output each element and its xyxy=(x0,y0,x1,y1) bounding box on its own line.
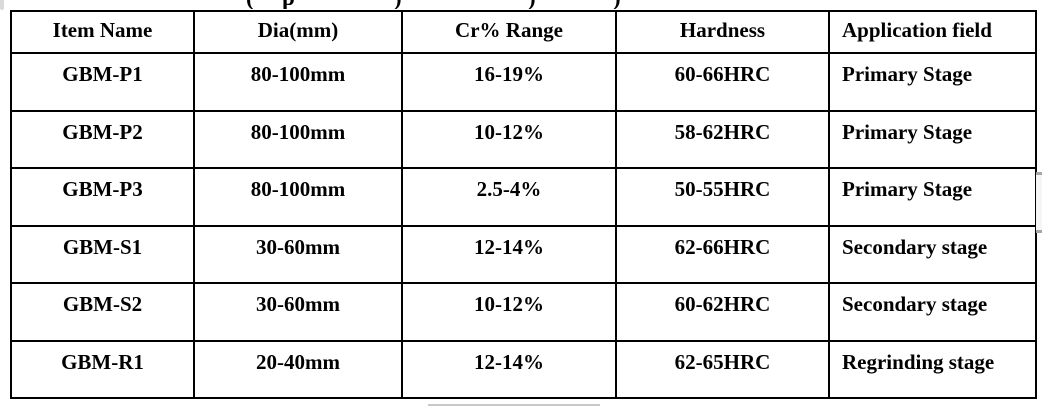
cell-cr-range: 2.5-4% xyxy=(401,167,617,227)
cell-cr-range: 12-14% xyxy=(401,339,617,399)
cell-cr-range: 16-19% xyxy=(401,52,617,112)
cell-hardness: 58-62HRC xyxy=(615,109,830,169)
column-header-item-name: Item Name xyxy=(10,10,195,54)
cell-item-name: GBM-S2 xyxy=(10,282,195,342)
cell-item-name: GBM-P2 xyxy=(10,109,195,169)
cell-dia: 20-40mm xyxy=(193,339,403,399)
cell-hardness: 62-66HRC xyxy=(615,224,830,284)
cell-item-name: GBM-P1 xyxy=(10,52,195,112)
table-row: GBM-P2 80-100mm 10-12% 58-62HRC Primary … xyxy=(10,109,1037,169)
table-row: GBM-S1 30-60mm 12-14% 62-66HRC Secondary… xyxy=(10,224,1037,284)
table-row: GBM-P1 80-100mm 16-19% 60-66HRC Primary … xyxy=(10,52,1037,112)
column-header-dia: Dia(mm) xyxy=(193,10,403,54)
cell-application: Regrinding stage xyxy=(828,339,1037,399)
cell-cr-range: 10-12% xyxy=(401,109,617,169)
cell-hardness: 60-62HRC xyxy=(615,282,830,342)
cell-application: Primary Stage xyxy=(828,167,1037,227)
corner-artifact xyxy=(0,0,4,10)
column-header-cr-range: Cr% Range xyxy=(401,10,617,54)
cell-application: Secondary stage xyxy=(828,282,1037,342)
cell-dia: 30-60mm xyxy=(193,282,403,342)
cell-application: Primary Stage xyxy=(828,52,1037,112)
column-header-application-field: Application field xyxy=(828,10,1037,54)
cell-cr-range: 10-12% xyxy=(401,282,617,342)
table-row: GBM-S2 30-60mm 10-12% 60-62HRC Secondary… xyxy=(10,282,1037,342)
cell-cr-range: 12-14% xyxy=(401,224,617,284)
clipped-text-fragments: ( p))) xyxy=(0,0,1042,9)
spec-table: Item Name Dia(mm) Cr% Range Hardness App… xyxy=(10,10,1037,399)
cell-application: Primary Stage xyxy=(828,109,1037,169)
scrollbar-thumb-fragment[interactable] xyxy=(1036,172,1042,233)
table-header-row: Item Name Dia(mm) Cr% Range Hardness App… xyxy=(10,10,1037,54)
clipped-glyph: ( xyxy=(246,0,254,9)
cell-item-name: GBM-R1 xyxy=(10,339,195,399)
clipped-glyph: p xyxy=(282,0,295,9)
cell-hardness: 62-65HRC xyxy=(615,339,830,399)
cell-dia: 80-100mm xyxy=(193,167,403,227)
clipped-glyph: ) xyxy=(394,0,402,9)
cell-dia: 30-60mm xyxy=(193,224,403,284)
column-header-hardness: Hardness xyxy=(615,10,830,54)
cell-item-name: GBM-S1 xyxy=(10,224,195,284)
cell-dia: 80-100mm xyxy=(193,52,403,112)
clipped-glyph: ) xyxy=(528,0,536,9)
cell-dia: 80-100mm xyxy=(193,109,403,169)
cell-hardness: 60-66HRC xyxy=(615,52,830,112)
table-row: GBM-R1 20-40mm 12-14% 62-65HRC Regrindin… xyxy=(10,339,1037,399)
bottom-clipped-line-fragment xyxy=(428,404,600,406)
cell-hardness: 50-55HRC xyxy=(615,167,830,227)
clipped-glyph: ) xyxy=(613,0,621,9)
cell-item-name: GBM-P3 xyxy=(10,167,195,227)
cell-application: Secondary stage xyxy=(828,224,1037,284)
table-row: GBM-P3 80-100mm 2.5-4% 50-55HRC Primary … xyxy=(10,167,1037,227)
